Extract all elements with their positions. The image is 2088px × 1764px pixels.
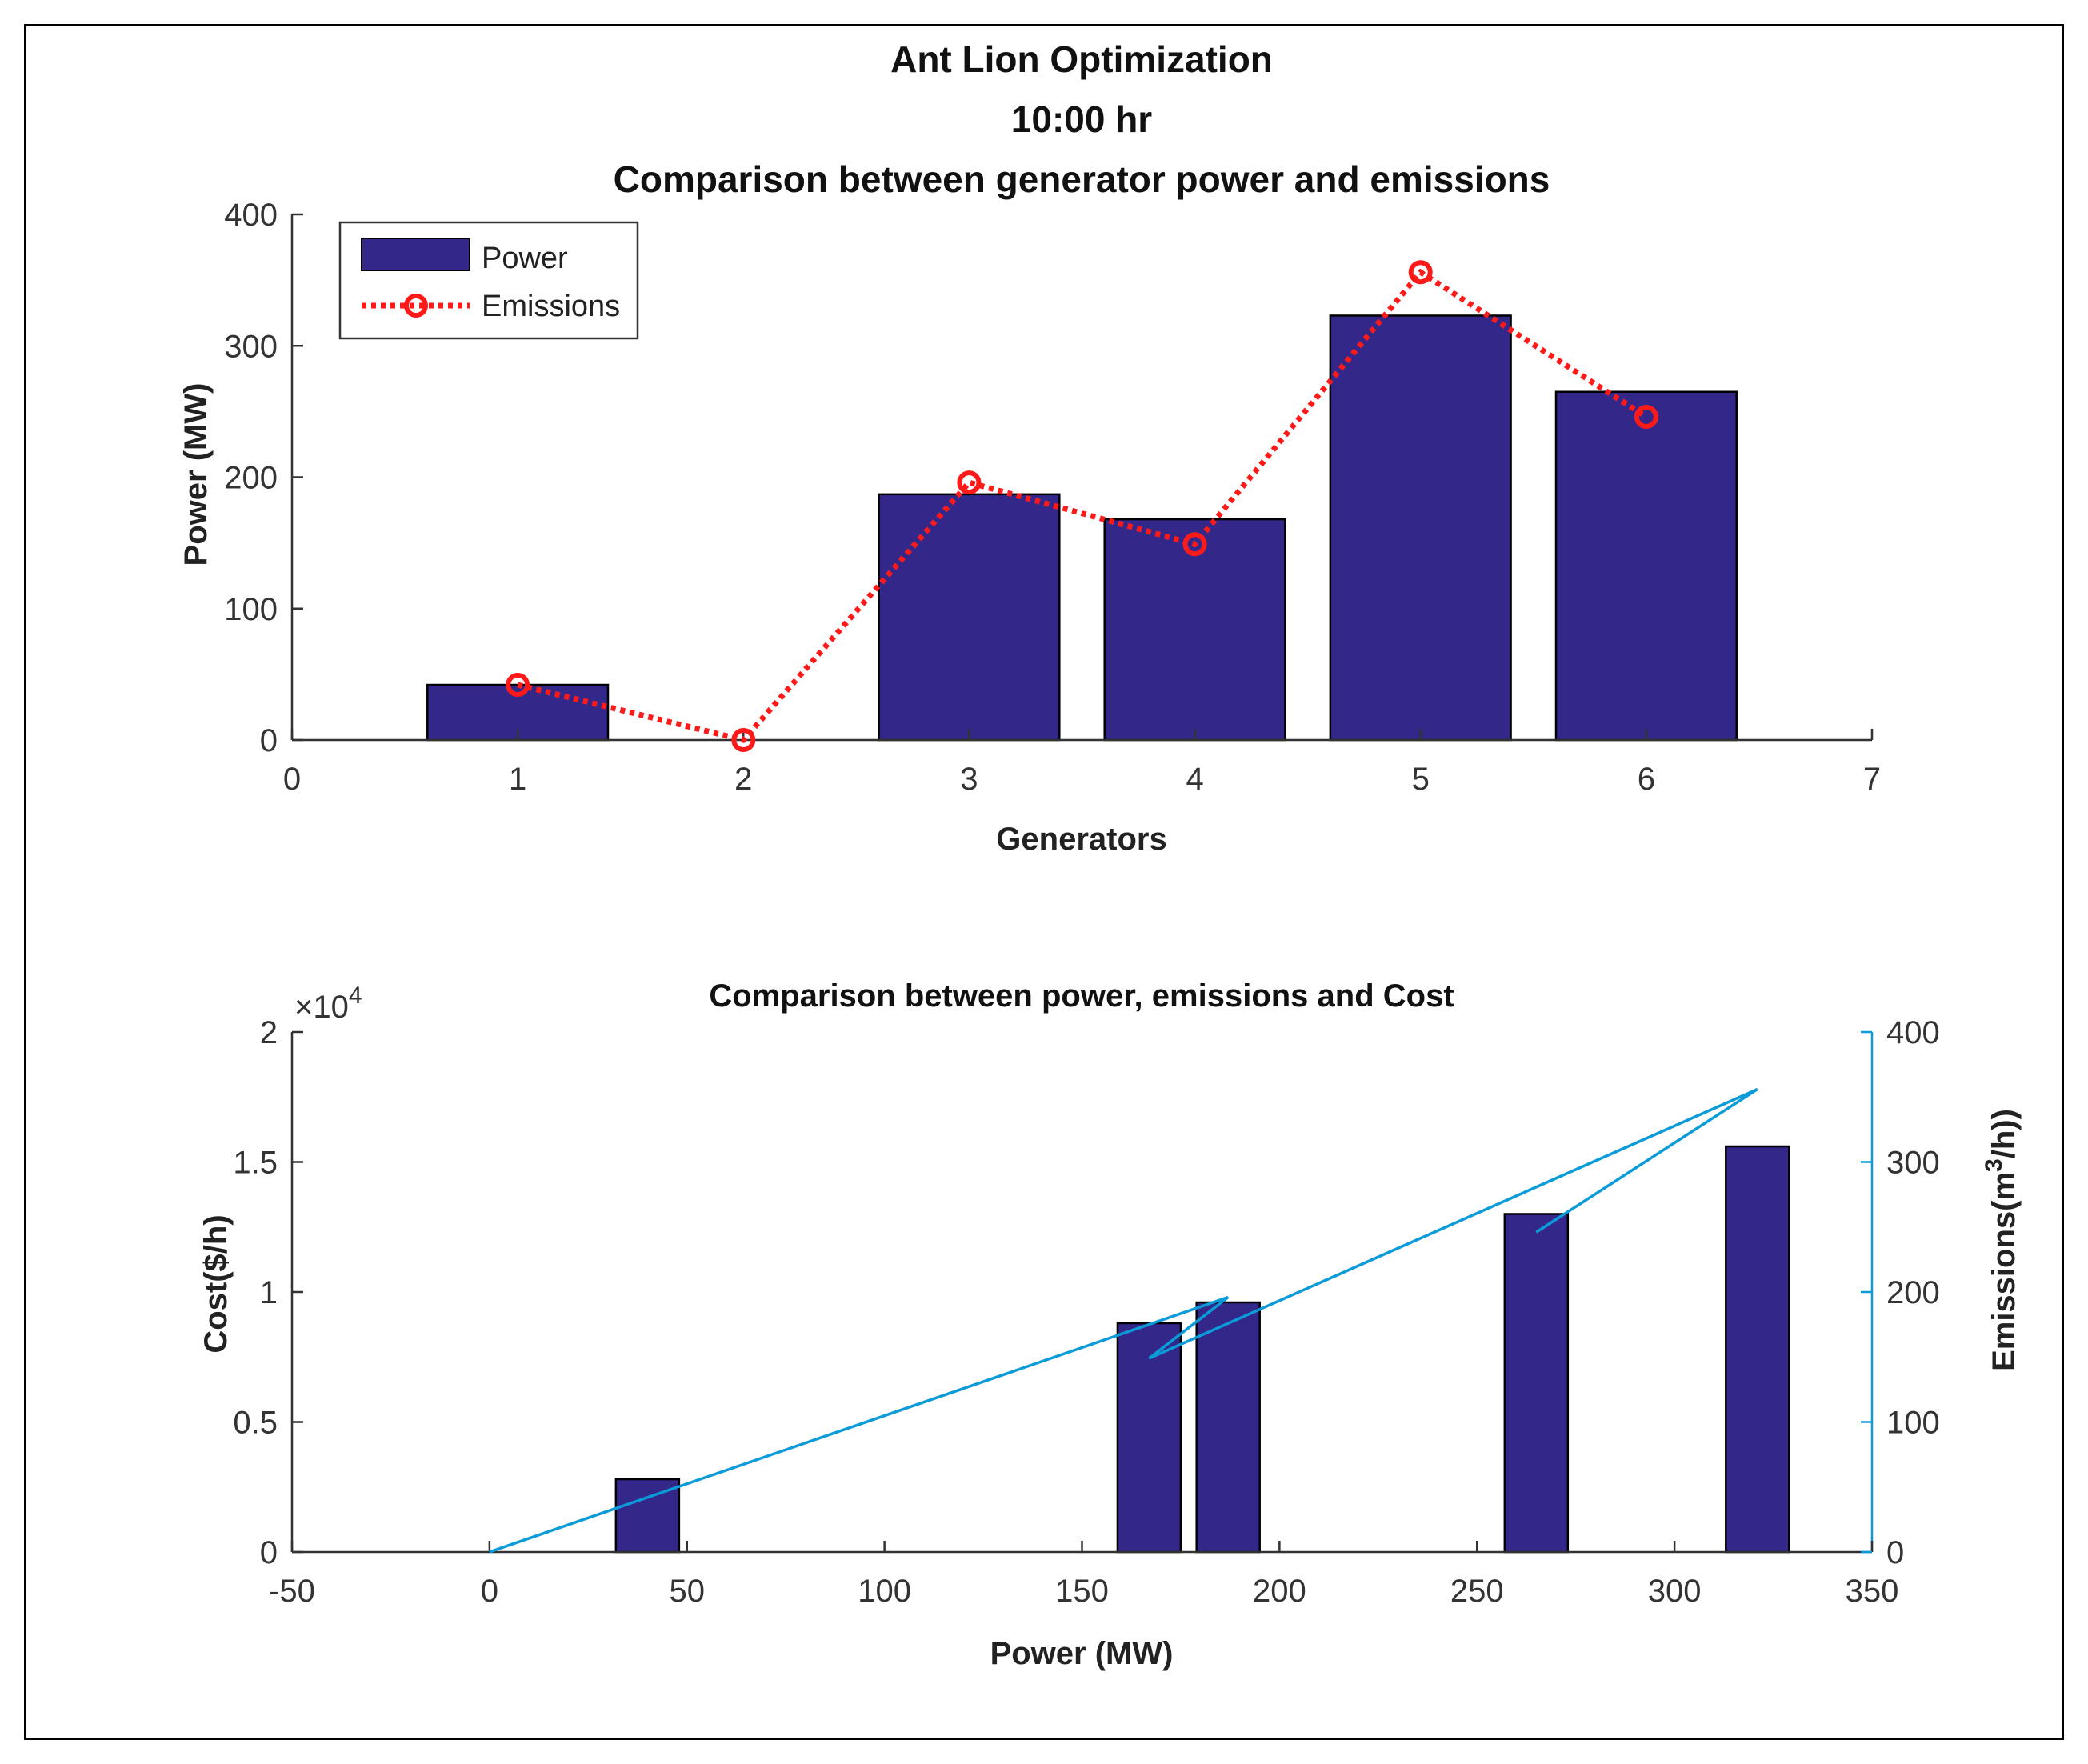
bottom-left-y-tick-label: 0.5 — [233, 1406, 278, 1441]
top-title-line-2: 10:00 hr — [1011, 98, 1153, 140]
bottom-left-y-tick-label: 1 — [260, 1275, 278, 1310]
power-bar-gen-6 — [1554, 390, 1738, 742]
bottom-x-tick-label: 250 — [1450, 1574, 1504, 1609]
top-y-tick-label: 100 — [224, 592, 278, 627]
top-emissions-series — [506, 260, 1658, 752]
top-chart: Ant Lion Optimization 10:00 hr Compariso… — [178, 38, 1881, 857]
emissions-marker-gen-4 — [1182, 532, 1207, 557]
bottom-x-tick-label: 0 — [481, 1574, 498, 1609]
cost-bar-4 — [1503, 1213, 1570, 1554]
bottom-left-y-tick-label: 1.5 — [233, 1146, 278, 1181]
bottom-chart: Comparison between power, emissions and … — [198, 978, 2022, 1671]
legend-emissions-label: Emissions — [482, 290, 620, 323]
top-legend: Power Emissions — [338, 221, 639, 340]
top-x-tick-label: 0 — [283, 762, 301, 797]
figure-frame — [24, 24, 2064, 1740]
emissions-marker-gen-6 — [1634, 404, 1658, 429]
power-bar-gen-5 — [1329, 314, 1512, 742]
top-x-tick-label: 3 — [960, 762, 978, 797]
top-y-tick-label: 200 — [224, 461, 278, 496]
bottom-x-tick-label: 300 — [1648, 1574, 1702, 1609]
cost-bar-3 — [1195, 1301, 1261, 1554]
bottom-x-tick-label: 350 — [1846, 1574, 1899, 1609]
bottom-left-y-axis-label: Cost($/h) — [198, 1214, 234, 1353]
legend-power-label: Power — [482, 242, 568, 275]
top-axes: 0 1 2 3 4 5 6 7 0 100 200 300 400 — [224, 198, 1881, 797]
bottom-cost-bars — [614, 1145, 1790, 1554]
emissions-marker-gen-5 — [1408, 260, 1433, 285]
bottom-exponent-label: ×104 — [294, 982, 362, 1025]
bottom-x-tick-label: 200 — [1253, 1574, 1306, 1609]
top-y-tick-label: 0 — [260, 723, 278, 758]
top-bars — [426, 314, 1738, 742]
legend-emissions-marker — [404, 294, 428, 318]
bottom-x-tick-label: 50 — [670, 1574, 706, 1609]
bottom-x-axis-label: Power (MW) — [990, 1636, 1174, 1671]
top-y-axis-label: Power (MW) — [178, 383, 214, 566]
bottom-right-y-axis-label: Emissions(m3/h)) — [1981, 1109, 2022, 1371]
top-x-tick-label: 1 — [509, 762, 526, 797]
bottom-left-y-tick-label: 2 — [260, 1015, 278, 1050]
bottom-right-y-tick-label: 0 — [1886, 1535, 1904, 1570]
bottom-title: Comparison between power, emissions and … — [709, 978, 1454, 1014]
emissions-line — [517, 268, 1648, 743]
power-bar-gen-3 — [878, 493, 1061, 742]
bottom-emissions-series — [489, 1087, 1758, 1554]
bottom-right-y-tick-label: 100 — [1886, 1406, 1940, 1441]
emissions-vs-power-line — [489, 1087, 1758, 1554]
top-x-tick-label: 2 — [734, 762, 752, 797]
emissions-marker-gen-3 — [957, 470, 982, 495]
emissions-marker-gen-2 — [731, 728, 756, 752]
top-y-tick-label: 400 — [224, 198, 278, 233]
bottom-x-tick-label: 150 — [1055, 1574, 1109, 1609]
bottom-x-tick-label: 100 — [858, 1574, 911, 1609]
bottom-left-y-tick-label: 0 — [260, 1535, 278, 1570]
top-x-tick-label: 4 — [1186, 762, 1203, 797]
cost-bar-5 — [1725, 1145, 1790, 1554]
cost-bar-2 — [1116, 1322, 1182, 1554]
bottom-x-tick-label: -50 — [269, 1574, 315, 1609]
bottom-right-y-tick-label: 200 — [1886, 1275, 1940, 1310]
top-title-line-3: Comparison between generator power and e… — [614, 158, 1550, 200]
top-y-tick-label: 300 — [224, 329, 278, 364]
bottom-right-y-tick-label: 400 — [1886, 1015, 1940, 1050]
legend-power-swatch — [361, 238, 470, 271]
top-x-axis-label: Generators — [996, 822, 1166, 857]
top-x-tick-label: 6 — [1638, 762, 1655, 797]
bottom-axes: -50 0 50 100 150 200 250 300 350 0 0.5 1 1.5 2 0 100 200… — [233, 1015, 1939, 1609]
top-title-line-1: Ant Lion Optimization — [890, 38, 1273, 80]
emissions-marker-gen-1 — [506, 673, 530, 698]
bottom-right-y-tick-label: 300 — [1886, 1146, 1940, 1181]
top-x-tick-label: 7 — [1863, 762, 1881, 797]
top-x-tick-label: 5 — [1412, 762, 1430, 797]
